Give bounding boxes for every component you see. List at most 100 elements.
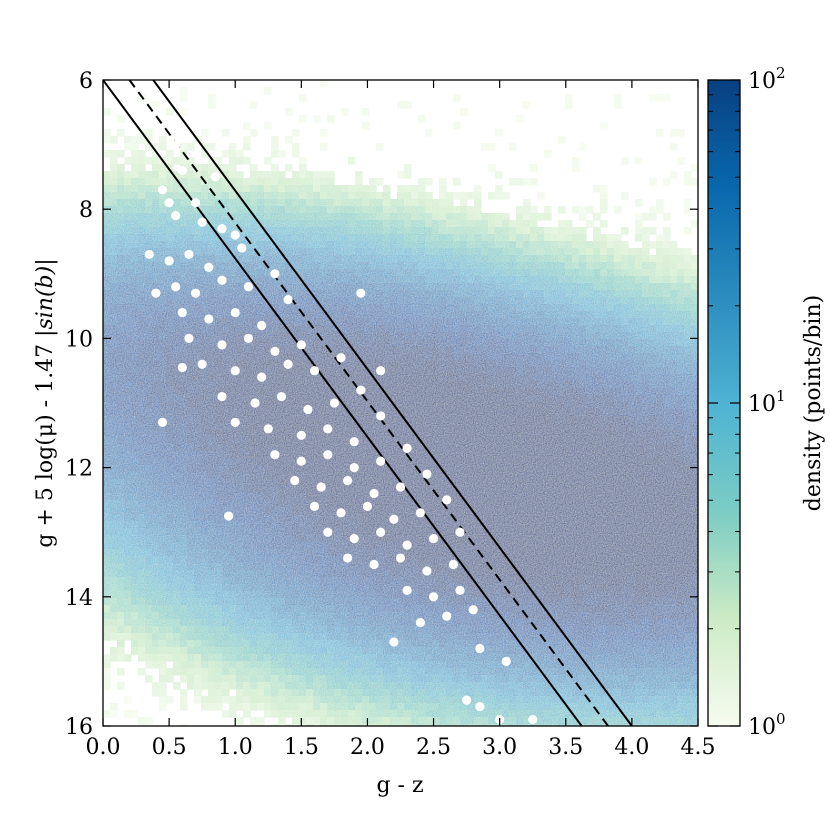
x-tick-label: 0.0 [86, 735, 121, 760]
colorbar-tick-label: 101 [748, 387, 786, 417]
scatter-point [323, 424, 333, 434]
scatter-point [395, 553, 406, 563]
scatter-point [475, 702, 485, 712]
scatter-point [296, 340, 306, 350]
scatter-points [144, 140, 538, 725]
y-tick-label: 12 [65, 457, 93, 482]
scatter-point [270, 269, 280, 279]
y-tick-label: 14 [65, 586, 93, 611]
scatter-point [448, 559, 458, 570]
scatter-point [164, 256, 174, 266]
selection-lines [103, 80, 633, 726]
x-axis-ticks: 0.0 0.5 1.0 1.5 2.0 2.5 3.0 3.5 4.0 4.5 [86, 80, 716, 760]
scatter-point [316, 482, 326, 492]
scatter-point [349, 534, 359, 544]
scatter-point [270, 450, 280, 460]
y-tick-label: 8 [79, 198, 93, 223]
scatter-point [230, 307, 240, 318]
scatter-point [276, 391, 287, 402]
y-tick-label: 6 [79, 69, 93, 94]
selection-line-solid [152, 80, 633, 726]
scatter-point [428, 592, 439, 602]
scatter-point [230, 366, 240, 376]
scatter-point [224, 511, 234, 521]
colorbar: 100 101 102 density (points/bin) [707, 64, 826, 740]
scatter-point [389, 514, 399, 524]
y-tick-label: 16 [65, 715, 93, 740]
scatter-point [296, 430, 306, 440]
scatter-point [217, 223, 227, 234]
x-tick-label: 1.5 [284, 735, 319, 760]
scatter-point [415, 618, 425, 628]
scatter-point [157, 417, 168, 427]
scatter-point [349, 463, 359, 473]
scatter-point [296, 456, 306, 466]
scatter-point [422, 469, 432, 479]
scatter-point [402, 585, 412, 595]
x-tick-label: 4.0 [614, 735, 649, 760]
scatter-point [455, 527, 465, 537]
x-tick-label: 2.5 [416, 735, 451, 760]
scatter-point [376, 456, 386, 466]
x-axis-label: g - z [376, 773, 423, 798]
x-tick-label: 3.0 [482, 735, 517, 760]
x-tick-label: 4.5 [681, 735, 716, 760]
scatter-point [190, 198, 201, 208]
scatter-point [528, 714, 538, 725]
scatter-point [217, 340, 227, 350]
scatter-point [217, 275, 227, 285]
scatter-point [204, 314, 214, 324]
scatter-point [376, 527, 386, 537]
scatter-point [309, 501, 320, 511]
y-axis-label: g + 5 log(μ) - 1.47 |sin(b)| [33, 258, 58, 547]
scatter-point [468, 605, 478, 615]
plot-frame [102, 79, 699, 727]
colorbar-label: density (points/bin) [801, 295, 826, 511]
scatter-point [369, 559, 379, 570]
scatter-point [243, 282, 254, 292]
scatter-point [329, 398, 339, 408]
scatter-point [323, 450, 333, 460]
scatter-point [336, 353, 346, 363]
scatter-point [184, 249, 194, 260]
scatter-point [455, 585, 465, 595]
scatter-point [376, 411, 386, 421]
scatter-point [243, 333, 254, 343]
x-tick-label: 2.0 [350, 735, 385, 760]
scatter-point [415, 508, 425, 518]
scatter-point [270, 346, 280, 356]
scatter-point [230, 230, 240, 240]
scatter-point [250, 398, 260, 408]
scatter-point [369, 488, 379, 499]
scatter-point [442, 611, 452, 621]
scatter-point [171, 282, 181, 292]
scatter-point [257, 372, 267, 382]
plot-area: 0.0 0.5 1.0 1.5 2.0 2.5 3.0 3.5 4.0 4.5 6 8 10 12 14 1… [65, 69, 716, 760]
scatter-point [171, 211, 181, 221]
scatter-point [164, 198, 174, 208]
scatter-point [177, 307, 187, 318]
scatter-point [395, 482, 406, 492]
scatter-point [349, 437, 359, 447]
scatter-point [283, 295, 293, 305]
scatter-point [336, 508, 346, 518]
density-heatmap [103, 80, 698, 726]
scatter-point [210, 172, 220, 182]
scatter-point [402, 540, 412, 550]
selection-line-solid [103, 80, 583, 726]
scatter-point [428, 534, 439, 544]
scatter-point [475, 643, 485, 654]
scatter-point [257, 320, 267, 331]
scatter-point [501, 656, 511, 667]
scatter-point [303, 404, 313, 415]
x-tick-label: 3.5 [548, 735, 583, 760]
scatter-point [356, 288, 366, 298]
y-axis-ticks: 6 8 10 12 14 16 [65, 69, 698, 740]
scatter-point [362, 501, 373, 511]
scatter-point [343, 475, 353, 486]
scatter-point [462, 695, 472, 705]
scatter-point [204, 262, 214, 272]
scatter-point [343, 553, 353, 563]
scatter-point [197, 359, 207, 369]
